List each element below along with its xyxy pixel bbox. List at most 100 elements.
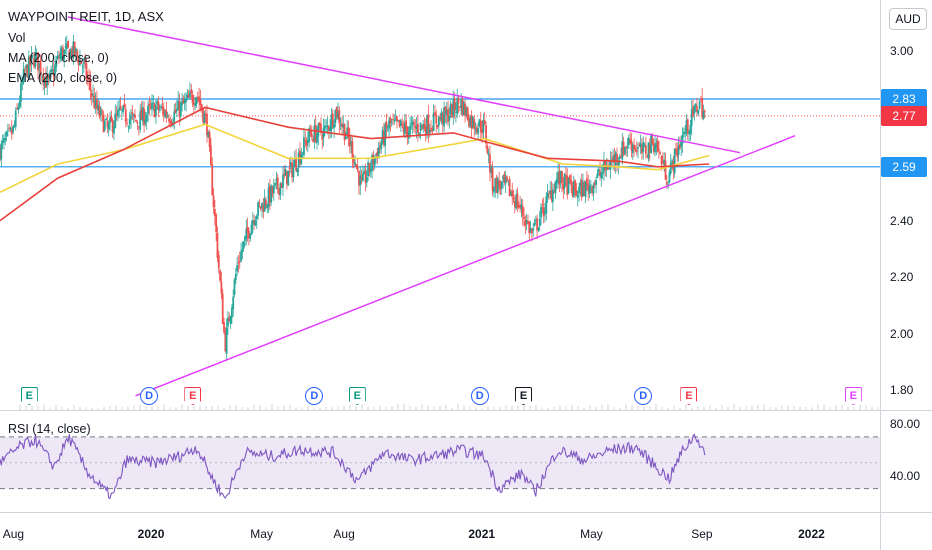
candle bbox=[617, 156, 620, 175]
dividend-event-marker[interactable]: D bbox=[140, 387, 159, 405]
candle bbox=[389, 116, 392, 132]
candle-body bbox=[255, 215, 258, 220]
candle bbox=[154, 99, 157, 124]
candle-body bbox=[551, 189, 554, 203]
candle-body bbox=[572, 181, 575, 197]
earnings-event-marker[interactable]: E bbox=[184, 387, 202, 405]
candle-body bbox=[249, 233, 252, 239]
candle bbox=[321, 130, 324, 149]
candle-body bbox=[308, 128, 311, 143]
candle bbox=[597, 165, 600, 176]
candle-body bbox=[377, 147, 380, 159]
candle bbox=[139, 103, 142, 133]
candle bbox=[591, 185, 594, 197]
candle bbox=[405, 114, 408, 138]
candle-body bbox=[688, 131, 690, 135]
candle-body bbox=[158, 109, 161, 111]
candle-body bbox=[102, 114, 105, 133]
candle-body bbox=[630, 140, 633, 151]
candle bbox=[574, 179, 577, 199]
candle bbox=[103, 119, 106, 133]
ma-legend[interactable]: MA (200, close, 0) bbox=[8, 51, 109, 65]
ema-legend[interactable]: EMA (200, close, 0) bbox=[8, 71, 118, 85]
candle bbox=[424, 118, 427, 142]
candle bbox=[550, 181, 553, 203]
candle bbox=[333, 119, 335, 139]
candle bbox=[529, 220, 532, 234]
candle bbox=[34, 45, 37, 70]
rsi-legend[interactable]: RSI (14, close) bbox=[8, 422, 91, 436]
candle-body bbox=[175, 108, 178, 112]
candle-body bbox=[521, 206, 524, 216]
candle-body bbox=[347, 127, 350, 139]
candle bbox=[466, 106, 469, 122]
candle-body bbox=[69, 49, 72, 58]
candle bbox=[411, 116, 414, 134]
candle bbox=[455, 102, 457, 123]
dividend-event-marker[interactable]: D bbox=[470, 387, 489, 405]
candle-body bbox=[68, 49, 71, 61]
candle-body bbox=[79, 59, 81, 66]
candle-body bbox=[559, 170, 562, 183]
candle bbox=[227, 311, 229, 335]
candle bbox=[359, 166, 362, 196]
dividend-event-marker[interactable]: D bbox=[634, 387, 653, 405]
x-tick-label: 2021 bbox=[468, 527, 496, 541]
candle bbox=[452, 90, 455, 125]
candle bbox=[462, 100, 465, 116]
candle bbox=[385, 113, 388, 138]
candle-body bbox=[417, 123, 419, 133]
candle bbox=[342, 115, 345, 135]
candle bbox=[546, 184, 549, 203]
candle bbox=[123, 94, 126, 110]
candle-body bbox=[591, 186, 594, 194]
candle-body bbox=[94, 98, 97, 107]
candle bbox=[473, 115, 476, 137]
earnings-event-marker[interactable]: E bbox=[515, 387, 533, 405]
earnings-event-marker[interactable]: E bbox=[348, 387, 366, 405]
vol-legend[interactable]: Vol bbox=[8, 31, 26, 45]
candle-body bbox=[219, 270, 221, 281]
candle bbox=[555, 172, 558, 190]
candle-body bbox=[468, 119, 470, 127]
candle-body bbox=[220, 281, 223, 294]
earnings-event-marker[interactable]: E bbox=[20, 387, 38, 405]
candle bbox=[622, 136, 625, 157]
candle bbox=[85, 58, 88, 85]
earnings-event-marker[interactable]: E bbox=[844, 387, 862, 405]
candle-body bbox=[266, 204, 269, 209]
candle-body bbox=[668, 171, 671, 183]
candle-body bbox=[549, 190, 552, 194]
candle-body bbox=[544, 211, 546, 214]
candle-body bbox=[130, 114, 132, 120]
candle bbox=[490, 164, 493, 179]
currency-button[interactable]: AUD bbox=[889, 8, 927, 30]
candle-body bbox=[64, 46, 67, 48]
price-tag: 2.59 bbox=[881, 156, 927, 177]
candle-body bbox=[250, 224, 253, 235]
candle-body bbox=[599, 171, 601, 176]
candle-body bbox=[432, 113, 435, 132]
earnings-event-marker[interactable]: E bbox=[680, 387, 698, 405]
candle bbox=[637, 142, 639, 159]
candle bbox=[326, 116, 329, 135]
candle bbox=[549, 181, 552, 199]
dividend-event-marker[interactable]: D bbox=[305, 387, 324, 405]
candle bbox=[221, 288, 224, 325]
candle bbox=[582, 173, 584, 197]
candle-body bbox=[538, 218, 541, 227]
candle bbox=[246, 217, 249, 242]
candle bbox=[93, 87, 96, 110]
candle bbox=[110, 110, 113, 122]
candle-body bbox=[426, 116, 428, 136]
candle bbox=[680, 135, 683, 156]
candle-body bbox=[246, 226, 249, 233]
candle bbox=[216, 226, 219, 262]
candle-body bbox=[344, 136, 347, 140]
candle-body bbox=[575, 190, 578, 196]
candle-body bbox=[287, 170, 290, 186]
candle bbox=[566, 168, 569, 200]
candle bbox=[600, 164, 603, 187]
candle-body bbox=[192, 102, 195, 105]
